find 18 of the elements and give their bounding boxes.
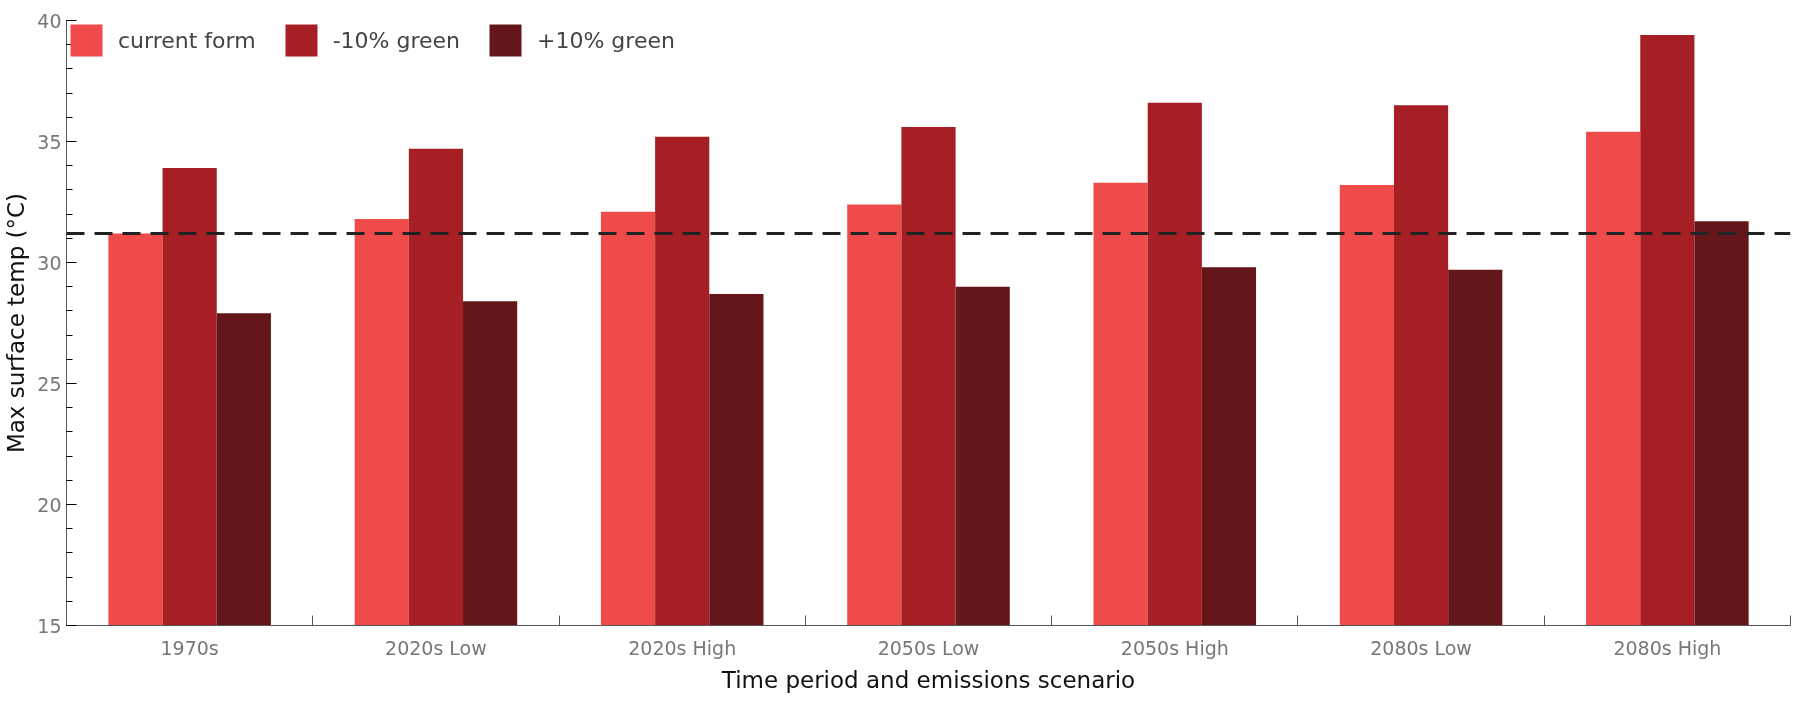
x-tick-label: 1970s xyxy=(160,636,219,659)
x-tick-label: 2050s High xyxy=(1120,636,1229,659)
y-tick-label: 15 xyxy=(37,614,62,637)
x-tick-label: 2020s High xyxy=(628,636,737,659)
y-tick-label: 40 xyxy=(37,9,62,32)
y-tick-label: 20 xyxy=(37,493,62,516)
y-tick-label: 35 xyxy=(37,130,62,153)
y-axis-title: Max surface temp (°C) xyxy=(3,192,30,454)
x-tick-label: 2080s Low xyxy=(1370,636,1472,659)
legend-label: +10% green xyxy=(537,27,675,53)
x-tick-label: 2020s Low xyxy=(385,636,487,659)
x-tick-label: 2050s Low xyxy=(877,636,980,659)
y-tick-label: 25 xyxy=(37,372,62,395)
x-axis-title: Time period and emissions scenario xyxy=(720,666,1136,693)
y-tick-label: 30 xyxy=(37,251,62,274)
x-tick-label: 2080s High xyxy=(1613,636,1722,659)
legend-label: current form xyxy=(118,27,256,53)
legend-label: -10% green xyxy=(332,27,461,53)
